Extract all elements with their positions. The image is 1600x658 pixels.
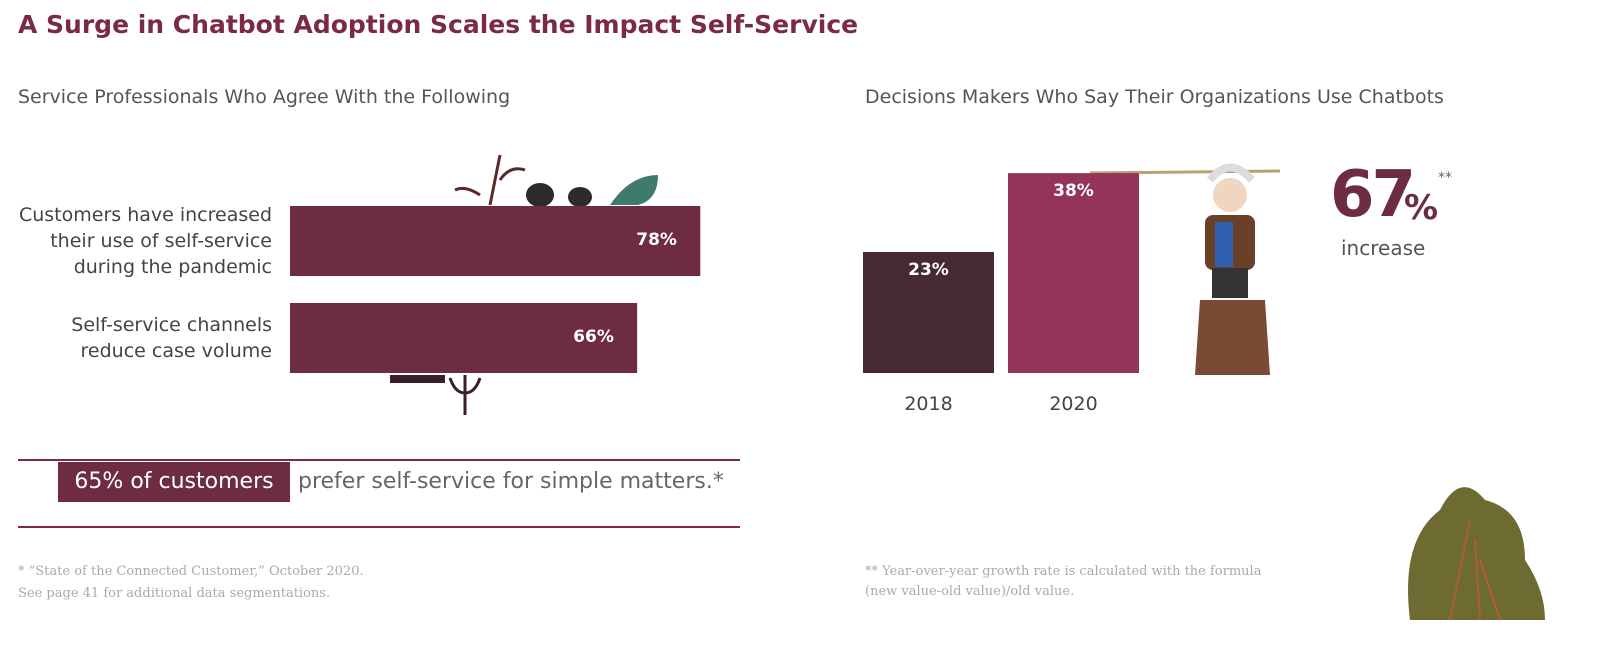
footnote: See page 41 for additional data segmenta… — [18, 586, 331, 601]
category-label: Self-service channels reduce case volume — [71, 314, 272, 362]
leaves-decoration — [390, 154, 658, 415]
bar — [1008, 173, 1139, 373]
x-tick-label: 2018 — [904, 393, 953, 415]
bush-decoration — [1408, 487, 1545, 621]
increase-unit: % — [1404, 188, 1439, 228]
increase-value: 67 — [1330, 158, 1416, 232]
value-label: 23% — [908, 260, 949, 281]
scientist-figure — [1089, 163, 1281, 375]
value-label: 66% — [573, 327, 614, 347]
value-label: 38% — [1053, 181, 1094, 202]
value-label: 78% — [636, 230, 677, 250]
footnote: * “State of the Connected Customer,” Oct… — [18, 564, 364, 579]
footnote: ** Year-over-year growth rate is calcula… — [865, 564, 1262, 579]
bar — [290, 206, 701, 276]
callout-text: prefer self-service for simple matters.* — [298, 469, 724, 494]
increase-marker: ** — [1438, 170, 1452, 186]
footnote: (new value-old value)/old value. — [865, 584, 1075, 599]
x-tick-label: 2020 — [1049, 393, 1098, 415]
chart-title: Service Professionals Who Agree With the… — [18, 86, 511, 108]
bar — [863, 252, 994, 373]
category-label: Customers have increased their use of se… — [18, 204, 272, 278]
page-title: A Surge in Chatbot Adoption Scales the I… — [18, 10, 859, 39]
callout-highlight: 65% of customers — [58, 462, 290, 502]
increase-label: increase — [1341, 236, 1426, 260]
bar — [290, 303, 638, 373]
chart-title: Decisions Makers Who Say Their Organizat… — [865, 86, 1444, 108]
